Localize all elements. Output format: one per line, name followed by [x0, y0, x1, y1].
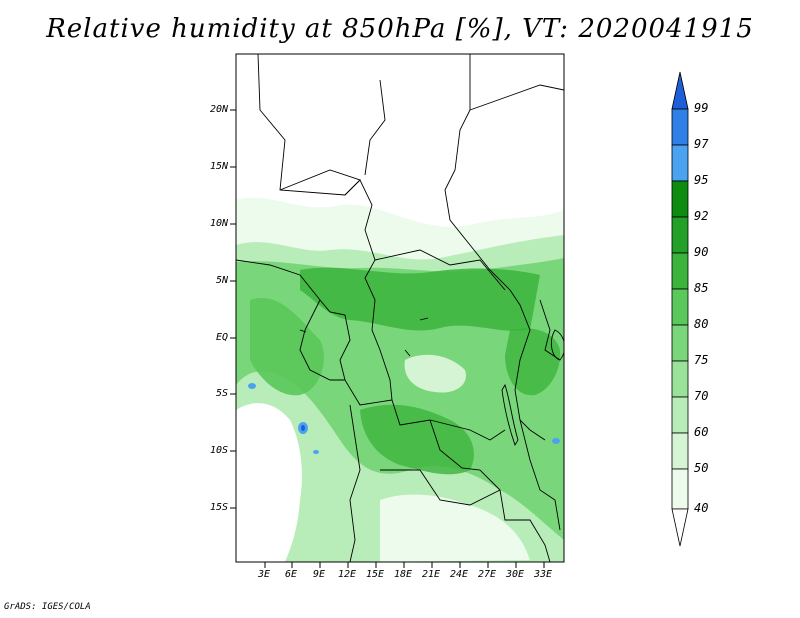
colorbar: [671, 71, 689, 547]
lon-label-15e: 15E: [366, 569, 385, 580]
lat-label-5n: 5N: [215, 275, 228, 286]
colorbar-label-50: 50: [694, 461, 709, 475]
lat-label-20n: 20N: [209, 104, 228, 115]
lon-label-12e: 12E: [338, 569, 357, 580]
map-frame: [235, 53, 565, 563]
lon-label-30e: 30E: [506, 569, 525, 580]
colorbar-label-99: 99: [694, 101, 709, 115]
colorbar-label-92: 92: [694, 209, 709, 223]
lon-label-27e: 27E: [478, 569, 497, 580]
lat-label-15s: 15S: [209, 502, 228, 513]
colorbar-label-60: 60: [694, 425, 709, 439]
colorbar-label-97: 97: [694, 137, 709, 151]
lon-label-24e: 24E: [450, 569, 469, 580]
map-title: Relative humidity at 850hPa [%], VT: 202…: [46, 14, 754, 44]
grads-credit: GrADS: IGES/COLA: [4, 602, 91, 612]
lat-label-10s: 10S: [209, 445, 228, 456]
colorbar-label-80: 80: [694, 317, 709, 331]
lon-label-6e: 6E: [285, 569, 298, 580]
lon-label-3e: 3E: [258, 569, 271, 580]
axis-ticks: [230, 109, 545, 568]
colorbar-label-95: 95: [694, 173, 709, 187]
lon-label-33e: 33E: [534, 569, 553, 580]
lat-label-10n: 10N: [209, 218, 228, 229]
lat-label-15n: 15N: [209, 161, 228, 172]
colorbar-label-40: 40: [694, 501, 709, 515]
colorbar-label-90: 90: [694, 245, 709, 259]
lat-label-eq: EQ: [215, 332, 228, 343]
country-borders: [236, 54, 564, 562]
colorbar-label-75: 75: [694, 353, 709, 367]
lat-label-5s: 5S: [215, 388, 228, 399]
humidity-field: [236, 54, 564, 562]
lon-label-9e: 9E: [313, 569, 326, 580]
lon-label-18e: 18E: [394, 569, 413, 580]
lon-label-21e: 21E: [422, 569, 441, 580]
colorbar-label-85: 85: [694, 281, 709, 295]
colorbar-label-70: 70: [694, 389, 709, 403]
